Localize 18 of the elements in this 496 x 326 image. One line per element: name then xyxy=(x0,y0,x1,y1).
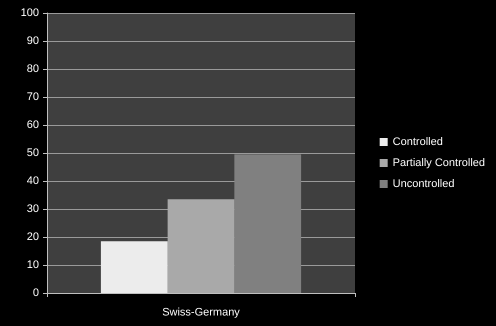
y-tick-label: 100 xyxy=(20,7,39,19)
y-tick-label: 80 xyxy=(26,63,39,75)
bar xyxy=(100,241,168,293)
y-tick-label: 0 xyxy=(32,287,39,299)
y-tick-label: 20 xyxy=(26,231,39,243)
y-tick-label: 50 xyxy=(26,147,39,159)
y-tick-label: 90 xyxy=(26,35,39,47)
legend-label: Uncontrolled xyxy=(392,178,454,190)
legend-label: Partially Controlled xyxy=(392,157,486,169)
y-tick-label: 10 xyxy=(26,259,39,271)
bar xyxy=(234,154,302,293)
y-tick-label: 40 xyxy=(26,175,39,187)
bar xyxy=(168,199,234,293)
x-tick-label: Swiss-Germany xyxy=(162,306,240,318)
y-tick-label: 60 xyxy=(26,119,39,131)
y-tick-label: 70 xyxy=(26,91,39,103)
legend-label: Controlled xyxy=(392,136,443,148)
y-tick-label: 30 xyxy=(26,203,39,215)
